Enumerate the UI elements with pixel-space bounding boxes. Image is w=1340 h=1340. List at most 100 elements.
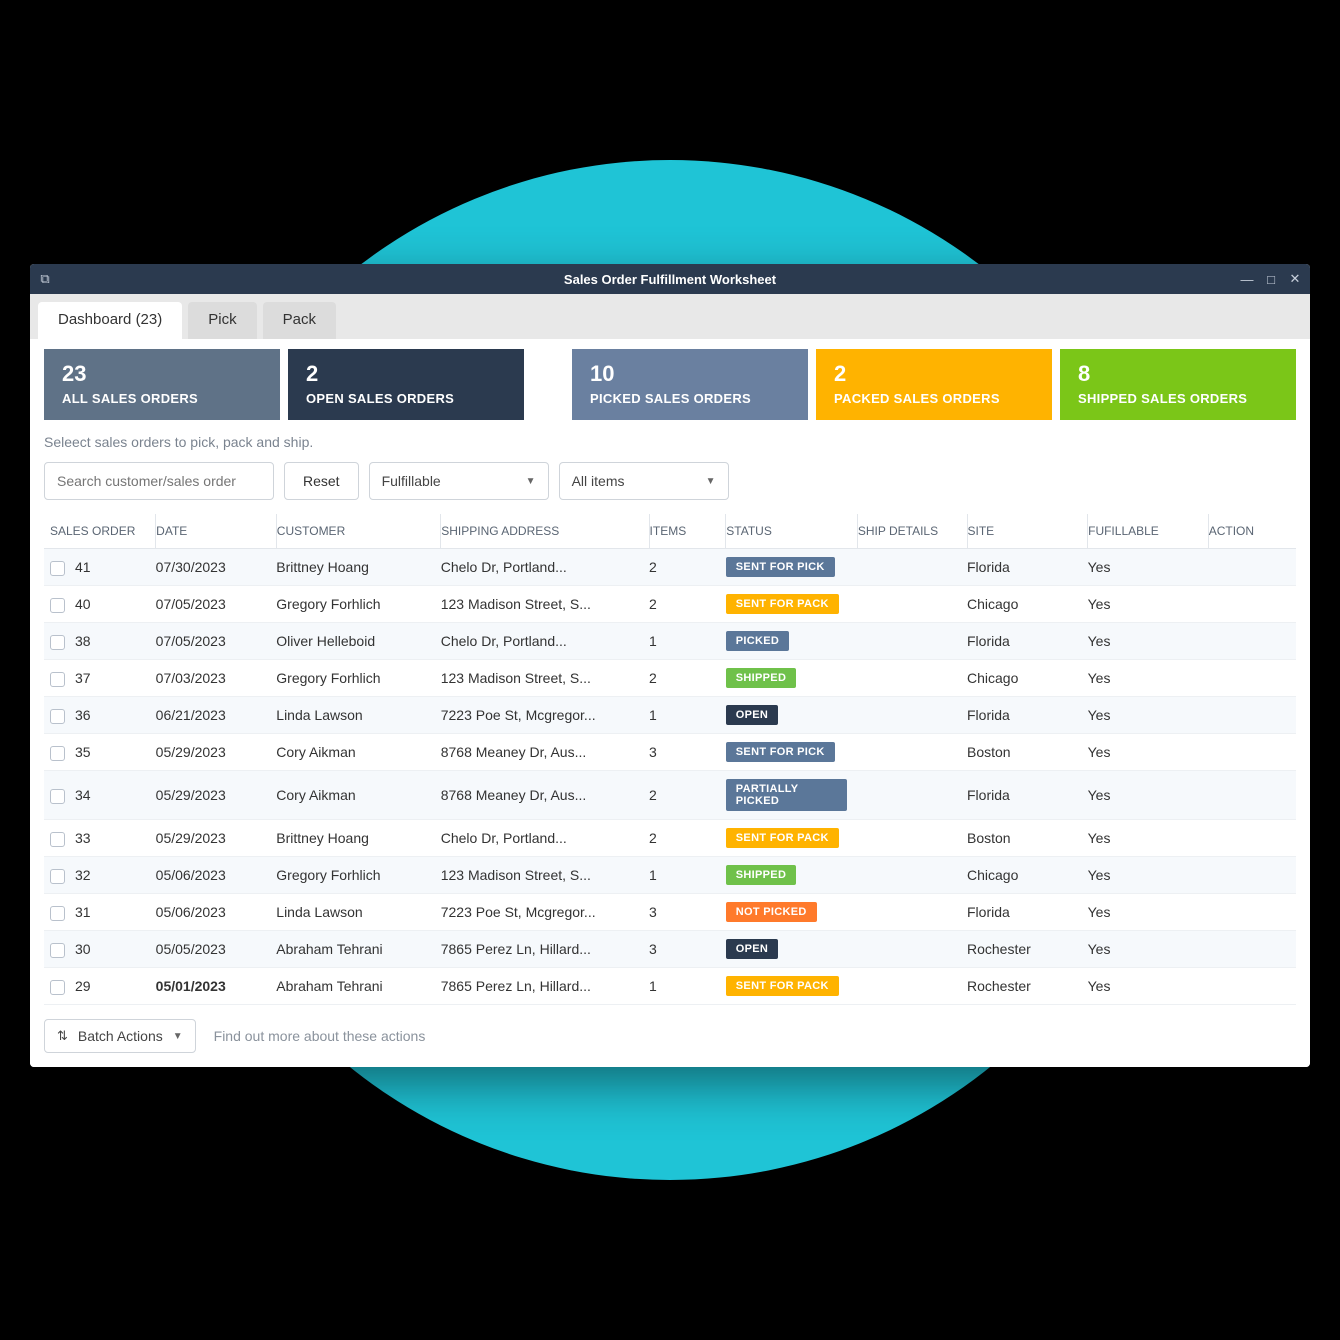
cell-customer: Abraham Tehrani — [276, 931, 440, 968]
table-row[interactable]: 3005/05/2023Abraham Tehrani7865 Perez Ln… — [44, 931, 1296, 968]
cell-ship-details — [857, 697, 967, 734]
cell-site: Boston — [967, 820, 1088, 857]
cell-customer: Oliver Helleboid — [276, 623, 440, 660]
column-header[interactable]: FUFILLABLE — [1088, 514, 1209, 549]
chevron-down-icon: ▼ — [706, 476, 716, 487]
cell-fulfillable: Yes — [1088, 697, 1209, 734]
table-row[interactable]: 3505/29/2023Cory Aikman8768 Meaney Dr, A… — [44, 734, 1296, 771]
search-input[interactable] — [44, 462, 274, 500]
table-row[interactable]: 4107/30/2023Brittney HoangChelo Dr, Port… — [44, 549, 1296, 586]
row-checkbox[interactable] — [50, 943, 65, 958]
cell-items: 1 — [649, 968, 726, 1005]
row-checkbox[interactable] — [50, 906, 65, 921]
cell-action — [1208, 857, 1296, 894]
cell-customer: Abraham Tehrani — [276, 968, 440, 1005]
cell-address: 7223 Poe St, Mcgregor... — [441, 894, 649, 931]
close-icon[interactable]: ✕ — [1288, 272, 1302, 286]
cell-site: Rochester — [967, 968, 1088, 1005]
cell-sales-order: 34 — [75, 787, 91, 803]
cell-customer: Brittney Hoang — [276, 549, 440, 586]
row-checkbox[interactable] — [50, 832, 65, 847]
cell-ship-details — [857, 857, 967, 894]
cell-fulfillable: Yes — [1088, 931, 1209, 968]
status-badge: SHIPPED — [726, 865, 796, 885]
table-row[interactable]: 2905/01/2023Abraham Tehrani7865 Perez Ln… — [44, 968, 1296, 1005]
status-badge: NOT PICKED — [726, 902, 817, 922]
cell-customer: Brittney Hoang — [276, 820, 440, 857]
card-all-orders[interactable]: 23 ALL SALES ORDERS — [44, 349, 280, 420]
cell-status: PICKED — [726, 623, 858, 660]
cell-sales-order: 36 — [75, 707, 91, 723]
row-checkbox[interactable] — [50, 635, 65, 650]
filter-fulfillable-select[interactable]: Fulfillable ▼ — [369, 462, 549, 500]
row-checkbox[interactable] — [50, 980, 65, 995]
cell-date: 07/05/2023 — [156, 586, 277, 623]
column-header[interactable]: SHIP DETAILS — [857, 514, 967, 549]
cell-address: 8768 Meaney Dr, Aus... — [441, 771, 649, 820]
row-checkbox[interactable] — [50, 672, 65, 687]
cell-customer: Gregory Forhlich — [276, 586, 440, 623]
cell-action — [1208, 586, 1296, 623]
card-picked-count: 10 — [590, 361, 790, 387]
cell-status: OPEN — [726, 697, 858, 734]
cell-action — [1208, 697, 1296, 734]
filter-fulfillable-value: Fulfillable — [382, 473, 441, 489]
column-header[interactable]: SALES ORDER — [44, 514, 156, 549]
card-open-orders[interactable]: 2 OPEN SALES ORDERS — [288, 349, 524, 420]
summary-cards: 23 ALL SALES ORDERS 2 OPEN SALES ORDERS … — [44, 349, 1296, 420]
cell-items: 1 — [649, 697, 726, 734]
table-row[interactable]: 3205/06/2023Gregory Forhlich123 Madison … — [44, 857, 1296, 894]
row-checkbox[interactable] — [50, 598, 65, 613]
status-badge: OPEN — [726, 705, 778, 725]
tab-pick[interactable]: Pick — [188, 302, 256, 339]
batch-actions-select[interactable]: ⇅ Batch Actions ▼ — [44, 1019, 196, 1053]
column-header[interactable]: STATUS — [726, 514, 858, 549]
tab-dashboard[interactable]: Dashboard (23) — [38, 302, 182, 339]
column-header[interactable]: ACTION — [1208, 514, 1296, 549]
table-row[interactable]: 4007/05/2023Gregory Forhlich123 Madison … — [44, 586, 1296, 623]
row-checkbox[interactable] — [50, 709, 65, 724]
row-checkbox[interactable] — [50, 789, 65, 804]
column-header[interactable]: SHIPPING ADDRESS — [441, 514, 649, 549]
cell-fulfillable: Yes — [1088, 894, 1209, 931]
table-row[interactable]: 3105/06/2023Linda Lawson7223 Poe St, Mcg… — [44, 894, 1296, 931]
cell-sales-order: 40 — [75, 596, 91, 612]
cell-sales-order: 32 — [75, 867, 91, 883]
table-header: SALES ORDERDATECUSTOMERSHIPPING ADDRESSI… — [44, 514, 1296, 549]
table-row[interactable]: 3305/29/2023Brittney HoangChelo Dr, Port… — [44, 820, 1296, 857]
card-picked-orders[interactable]: 10 PICKED SALES ORDERS — [572, 349, 808, 420]
cell-ship-details — [857, 820, 967, 857]
tab-pack[interactable]: Pack — [263, 302, 336, 339]
cell-date: 05/29/2023 — [156, 820, 277, 857]
row-checkbox[interactable] — [50, 561, 65, 576]
maximize-icon[interactable]: □ — [1264, 272, 1278, 286]
status-badge: PICKED — [726, 631, 789, 651]
table-row[interactable]: 3707/03/2023Gregory Forhlich123 Madison … — [44, 660, 1296, 697]
card-shipped-orders[interactable]: 8 SHIPPED SALES ORDERS — [1060, 349, 1296, 420]
titlebar: ⧉ Sales Order Fulfillment Worksheet — □ … — [30, 264, 1310, 294]
cell-customer: Gregory Forhlich — [276, 660, 440, 697]
row-checkbox[interactable] — [50, 869, 65, 884]
table-row[interactable]: 3405/29/2023Cory Aikman8768 Meaney Dr, A… — [44, 771, 1296, 820]
cell-action — [1208, 968, 1296, 1005]
table-row[interactable]: 3606/21/2023Linda Lawson7223 Poe St, Mcg… — [44, 697, 1296, 734]
cell-date: 07/03/2023 — [156, 660, 277, 697]
cell-date: 05/01/2023 — [156, 968, 277, 1005]
minimize-icon[interactable]: — — [1240, 272, 1254, 286]
cell-action — [1208, 549, 1296, 586]
footer-row: ⇅ Batch Actions ▼ Find out more about th… — [44, 1019, 1296, 1053]
column-header[interactable]: DATE — [156, 514, 277, 549]
column-header[interactable]: ITEMS — [649, 514, 726, 549]
cell-address: 7865 Perez Ln, Hillard... — [441, 931, 649, 968]
cell-address: 7223 Poe St, Mcgregor... — [441, 697, 649, 734]
reset-button[interactable]: Reset — [284, 462, 359, 500]
column-header[interactable]: SITE — [967, 514, 1088, 549]
filter-items-select[interactable]: All items ▼ — [559, 462, 729, 500]
card-packed-orders[interactable]: 2 PACKED SALES ORDERS — [816, 349, 1052, 420]
restore-icon[interactable]: ⧉ — [38, 272, 52, 286]
column-header[interactable]: CUSTOMER — [276, 514, 440, 549]
cell-action — [1208, 931, 1296, 968]
row-checkbox[interactable] — [50, 746, 65, 761]
card-shipped-label: SHIPPED SALES ORDERS — [1078, 391, 1278, 406]
table-row[interactable]: 3807/05/2023Oliver HelleboidChelo Dr, Po… — [44, 623, 1296, 660]
